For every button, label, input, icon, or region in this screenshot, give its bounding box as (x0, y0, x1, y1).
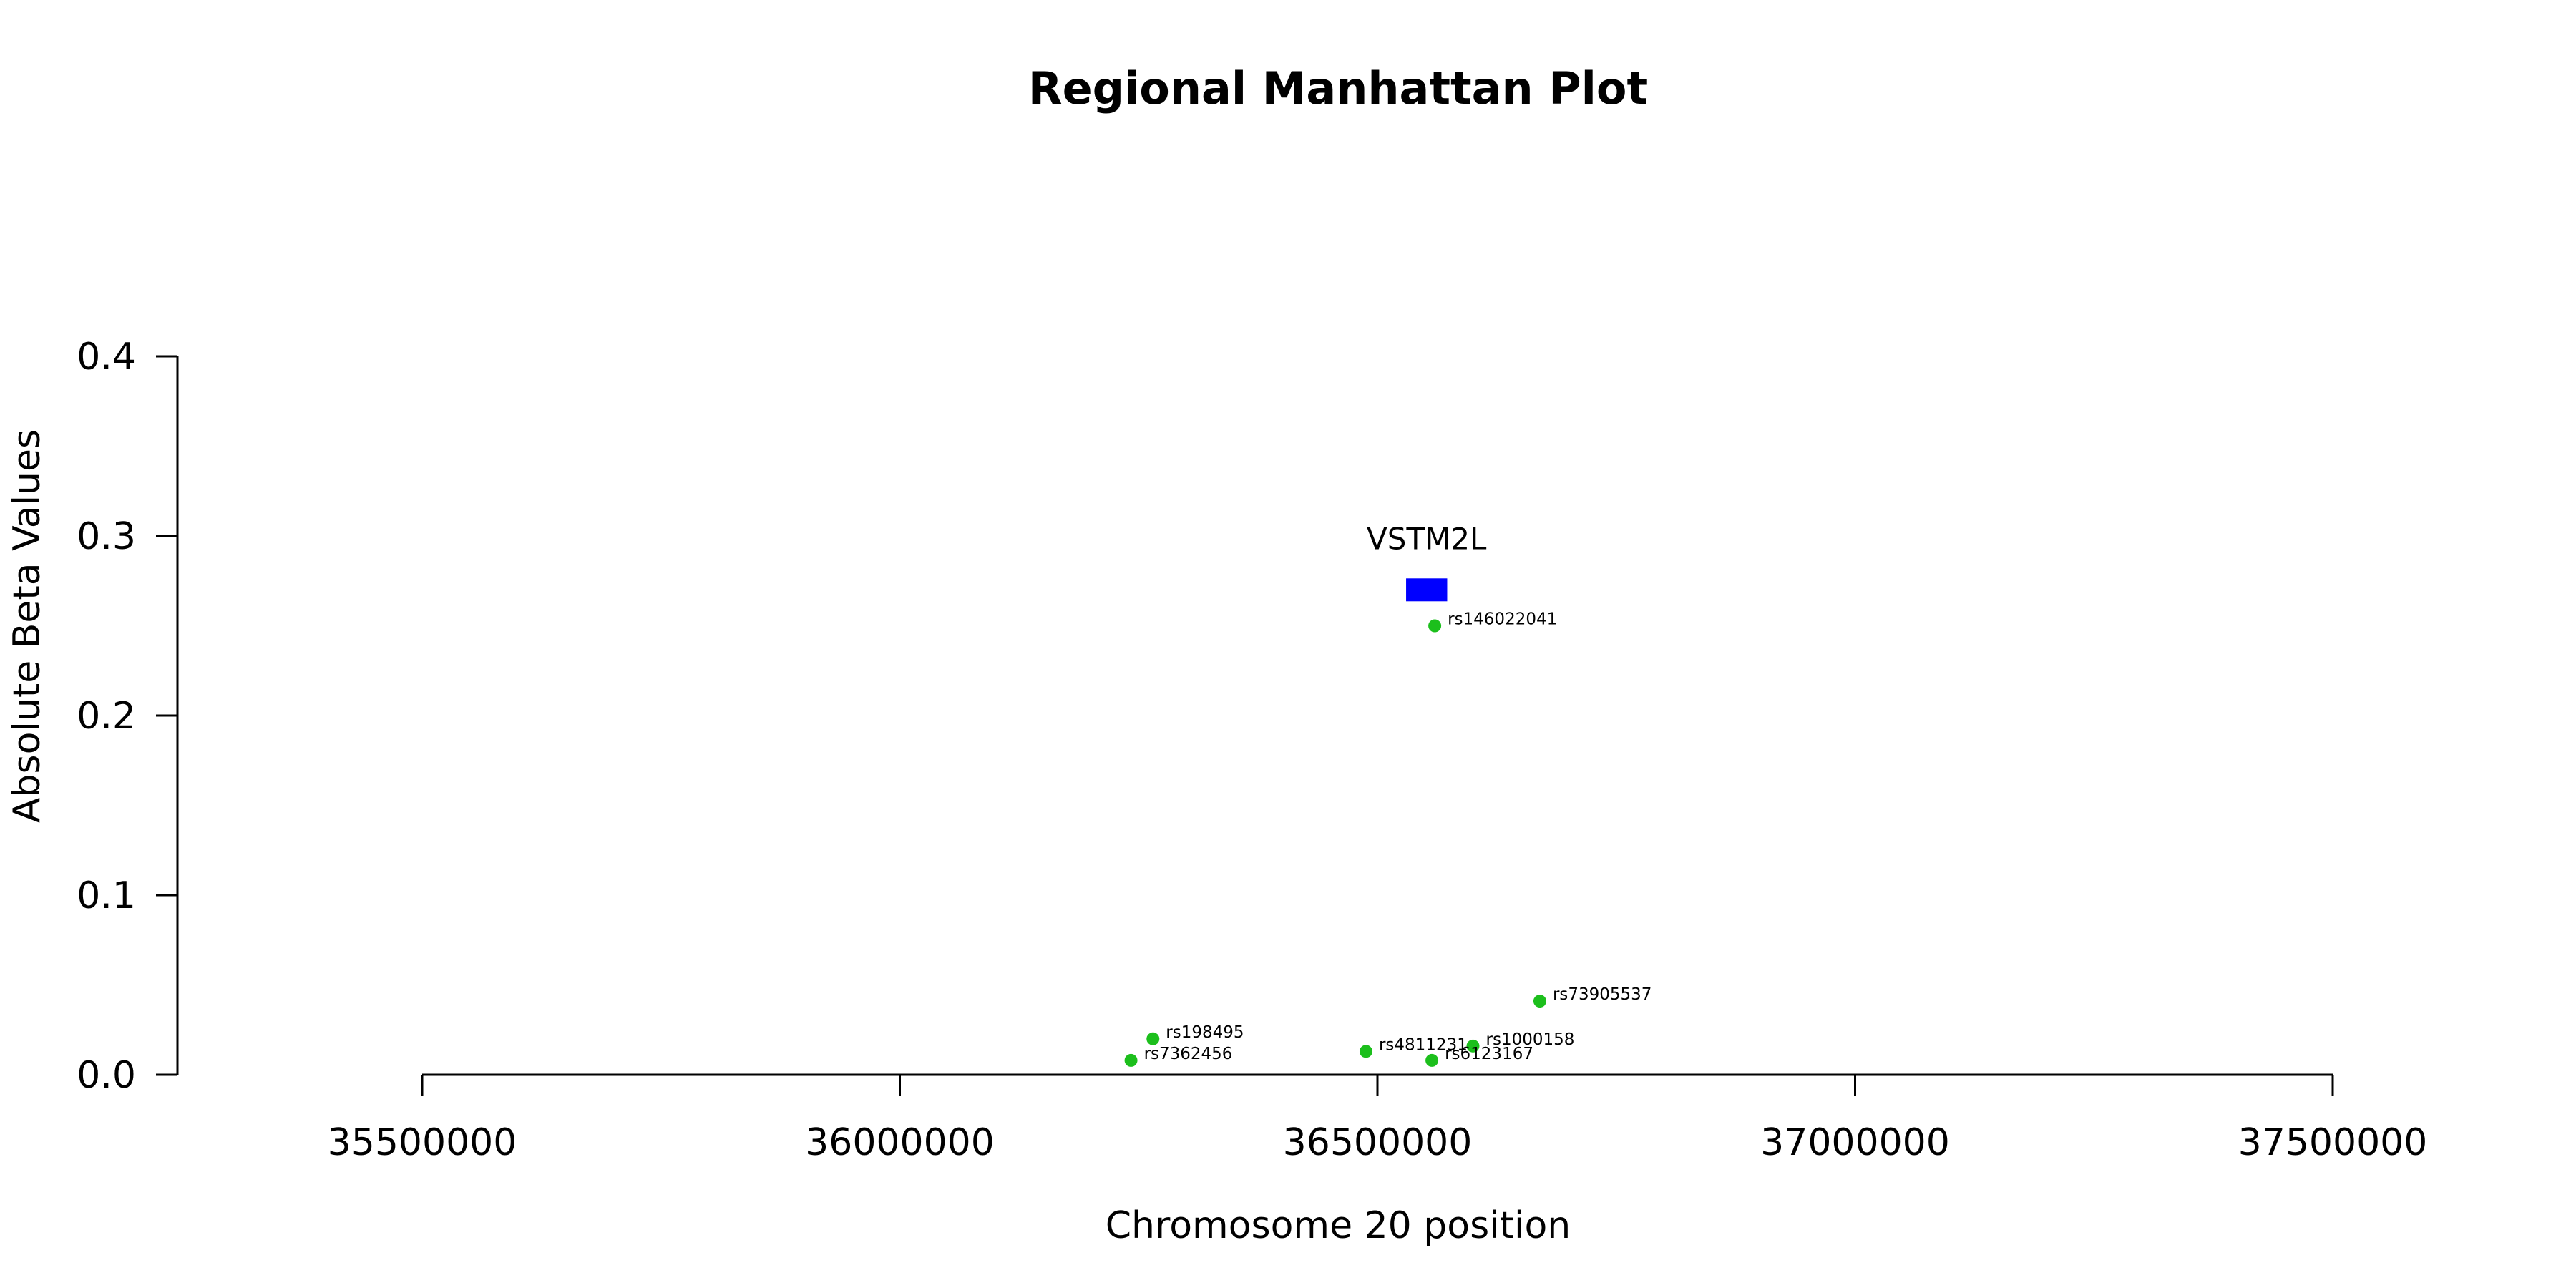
x-tick-label: 36500000 (1283, 1121, 1473, 1164)
snp-label: rs73905537 (1553, 985, 1652, 1004)
snp-label: rs198495 (1166, 1023, 1244, 1042)
snp-label: rs6123167 (1445, 1045, 1533, 1063)
y-tick-label: 0.2 (77, 695, 136, 738)
gene-label: VSTM2L (1367, 521, 1487, 556)
x-tick-label: 36000000 (805, 1121, 995, 1164)
x-axis-label: Chromosome 20 position (1106, 1204, 1571, 1247)
chart-title: Regional Manhattan Plot (1028, 62, 1648, 114)
y-tick-label: 0.3 (77, 515, 136, 558)
snp-point (1425, 1053, 1439, 1067)
gene-track: VSTM2L (1367, 521, 1487, 602)
snp-label: rs7362456 (1144, 1045, 1233, 1063)
snp-label: rs146022041 (1448, 610, 1557, 629)
snp-point (1466, 1039, 1480, 1053)
y-tick-label: 0.4 (77, 336, 136, 379)
snp-point (1359, 1045, 1372, 1058)
snp-label: rs4811231 (1379, 1035, 1468, 1054)
snp-point (1124, 1053, 1138, 1067)
snp-point (1146, 1032, 1160, 1045)
snp-points: rs146022041 rs73905537 rs198495 rs7362456 rs… (1124, 610, 1652, 1067)
x-tick-label: 35500000 (328, 1121, 517, 1164)
x-axis-ticks: 35500000 36000000 36500000 37000000 37500000 (328, 1075, 2428, 1164)
snp-point (1428, 619, 1442, 633)
y-tick-label: 0.1 (77, 874, 136, 917)
gene-box-vstm2l (1406, 578, 1448, 602)
y-tick-label: 0.0 (77, 1054, 136, 1097)
y-axis-label: Absolute Beta Values (6, 429, 49, 823)
x-tick-label: 37000000 (1760, 1121, 1950, 1164)
snp-point (1533, 995, 1546, 1008)
x-tick-label: 37500000 (2238, 1121, 2428, 1164)
snp-label: rs1000158 (1486, 1030, 1575, 1049)
y-axis-ticks: 0.0 0.1 0.2 0.3 0.4 (77, 336, 177, 1097)
